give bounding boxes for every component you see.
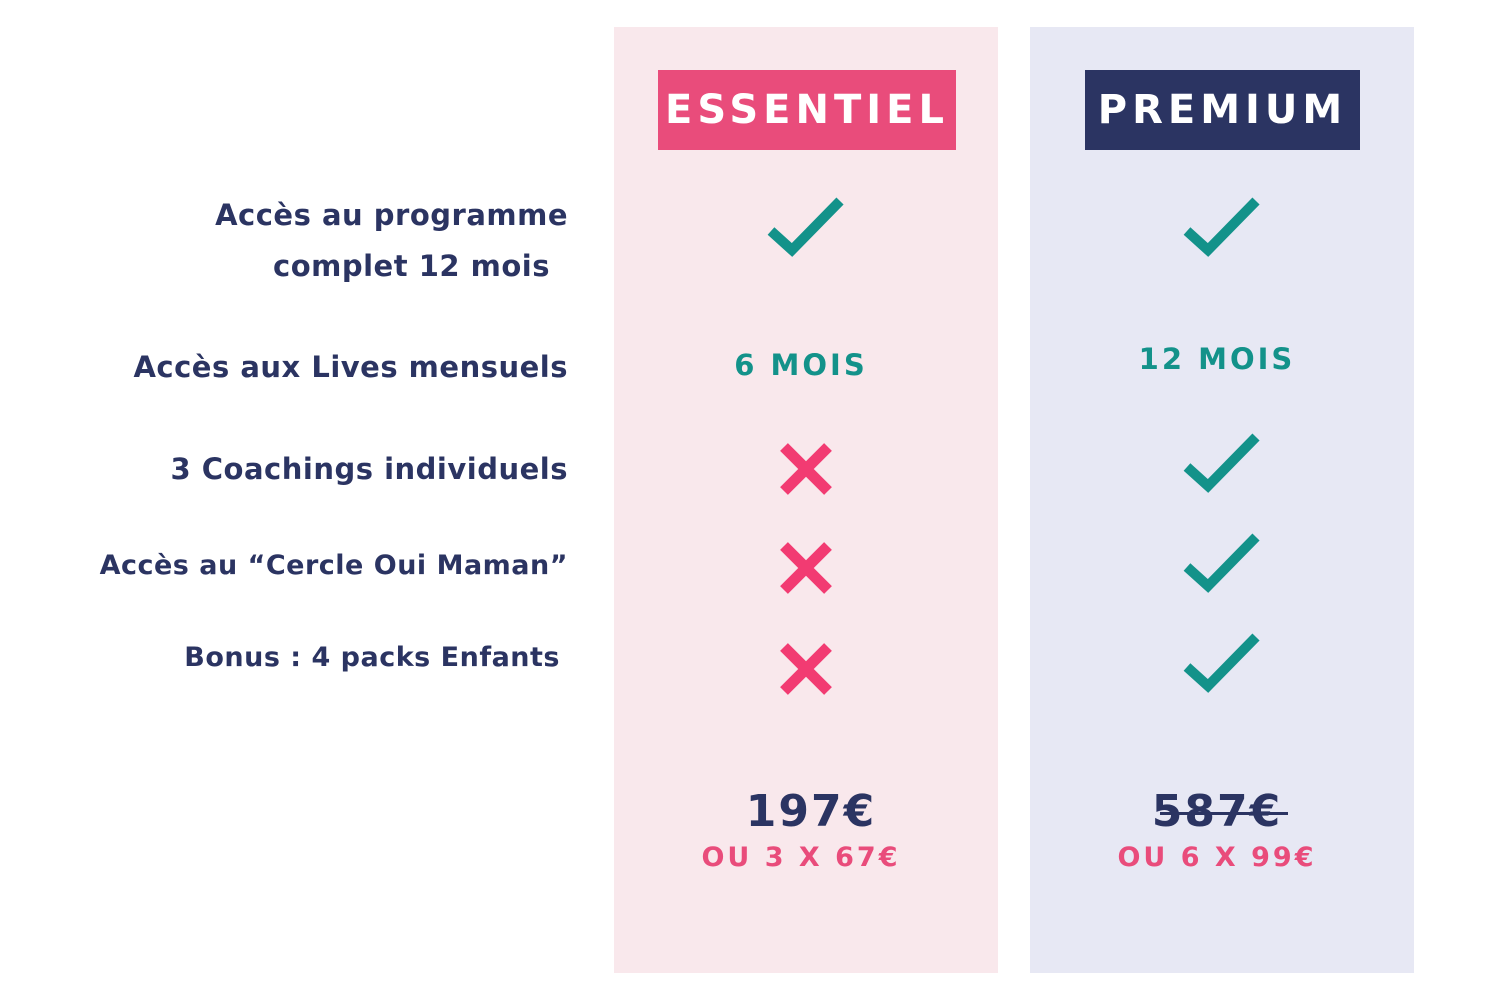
feature-bonus: Bonus : 4 packs Enfants <box>184 642 560 673</box>
premium-lives-duration: 12 MOIS <box>1138 342 1296 376</box>
premium-installment-cell: OU 6 X 99€ <box>1030 839 1414 875</box>
essentiel-programme-cell <box>614 195 998 259</box>
premium-coachings-cell <box>1030 431 1414 495</box>
check-icon <box>1183 633 1260 693</box>
premium-programme-cell <box>1030 195 1414 259</box>
premium-cercle-cell <box>1030 531 1414 595</box>
essentiel-installment: OU 3 X 67€ <box>701 841 901 873</box>
feature-cercle: Accès au “Cercle Oui Maman” <box>99 550 568 581</box>
essentiel-lives-cell: 6 MOIS <box>614 343 998 387</box>
essentiel-price: 197€ <box>745 785 877 837</box>
feature-programme-line1: Accès au programme <box>215 198 568 232</box>
check-icon <box>1183 433 1260 493</box>
premium-price: 587€ <box>1151 785 1289 837</box>
cross-icon <box>780 542 832 594</box>
plan-badge-essentiel: ESSENTIEL <box>658 70 956 150</box>
check-icon <box>1183 197 1260 257</box>
check-icon <box>767 197 844 257</box>
cross-icon <box>780 443 832 495</box>
feature-programme: Accès au programme complet 12 mois <box>215 190 568 292</box>
premium-bonus-cell <box>1030 631 1414 695</box>
plan-column-premium: PREMIUM 12 MOIS 587€ OU 6 X 99€ <box>1030 27 1414 973</box>
feature-programme-line2: complet 12 mois <box>273 249 550 283</box>
feature-coachings: 3 Coachings individuels <box>170 452 568 486</box>
essentiel-lives-duration: 6 MOIS <box>734 348 868 382</box>
essentiel-price-cell: 197€ <box>614 781 998 841</box>
premium-installment: OU 6 X 99€ <box>1117 841 1317 873</box>
feature-lives: Accès aux Lives mensuels <box>133 350 568 384</box>
essentiel-bonus-cell <box>614 641 998 697</box>
check-icon <box>1183 533 1260 593</box>
essentiel-cercle-cell <box>614 540 998 596</box>
essentiel-coachings-cell <box>614 441 998 497</box>
cross-icon <box>780 643 832 695</box>
plan-badge-premium: PREMIUM <box>1085 70 1360 150</box>
plan-column-essentiel: ESSENTIEL 6 MOIS 197€ OU 3 X 67€ <box>614 27 998 973</box>
essentiel-installment-cell: OU 3 X 67€ <box>614 839 998 875</box>
premium-price-cell: 587€ <box>1030 781 1414 841</box>
premium-lives-cell: 12 MOIS <box>1030 337 1414 381</box>
